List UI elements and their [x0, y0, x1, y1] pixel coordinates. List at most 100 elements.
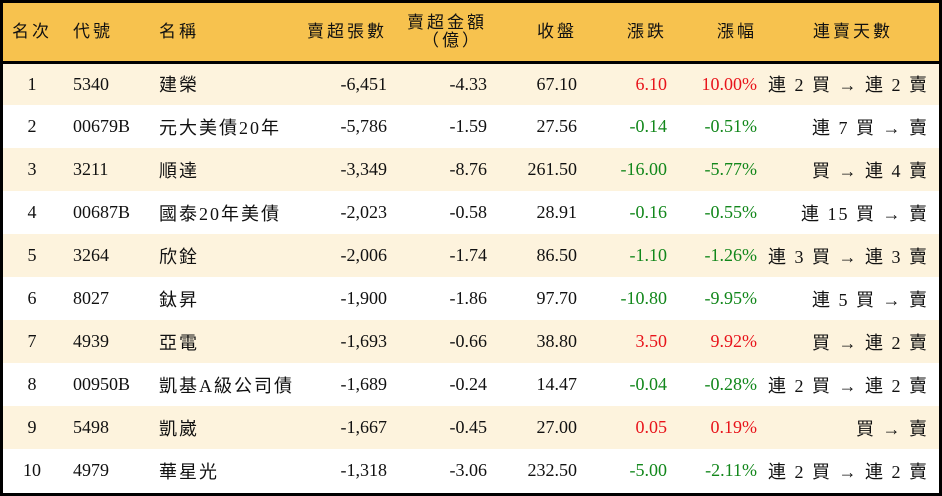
change-pct-cell: 10.00%: [701, 73, 758, 94]
stock-name-cell: 亞電: [159, 332, 199, 353]
net-sell-lots-cell: -1,318: [340, 460, 388, 480]
change-pct-cell: -0.51%: [704, 116, 758, 136]
net-sell-amount-cell: -8.76: [449, 159, 488, 179]
price-change-cell: 0.05: [635, 417, 668, 437]
streak-cell: 連 2 買 → 連 2 賣: [768, 375, 929, 396]
net-sell-lots-cell: -1,900: [340, 288, 388, 308]
close-price-cell: 86.50: [536, 245, 578, 265]
change-pct-cell: -0.55%: [704, 202, 758, 222]
table-row: 2 00679B 元大美債20年 -5,786 -1.59 27.56 -0.14 -0.51…: [3, 105, 939, 148]
stock-name-cell: 鈦昇: [159, 289, 199, 310]
header-streak: 連賣天數: [813, 21, 893, 41]
stock-code-cell: 4939: [73, 331, 109, 351]
table-row: 9 5498 凱崴 -1,667 -0.45 27.00 0.05 0.19% 買 → 賣: [3, 406, 939, 449]
rank-cell: 8: [27, 374, 37, 394]
close-price-cell: 67.10: [536, 73, 578, 94]
header-rank: 名次: [12, 21, 52, 41]
change-pct-cell: 9.92%: [710, 331, 758, 351]
stock-code-cell: 5498: [73, 417, 109, 437]
stock-code-cell: 3264: [73, 245, 109, 265]
header-change: 漲跌: [627, 21, 667, 41]
streak-cell: 買 → 賣: [856, 418, 929, 439]
header-code: 代號: [73, 21, 113, 41]
net-sell-amount-cell: -1.74: [449, 245, 488, 265]
stock-code-cell: 00679B: [73, 116, 131, 136]
price-change-cell: -5.00: [629, 460, 668, 480]
stock-code-cell: 00950B: [73, 374, 131, 394]
stock-name-cell: 順達: [159, 160, 199, 181]
net-sell-amount-cell: -1.86: [449, 288, 488, 308]
stock-name-cell: 凱基A級公司債: [159, 375, 294, 396]
price-change-cell: -0.14: [629, 116, 668, 136]
rank-cell: 9: [27, 417, 37, 437]
net-sell-amount-cell: -0.24: [449, 374, 488, 394]
table-row: 8 00950B 凱基A級公司債 -1,689 -0.24 14.47 -0.04 -0.28…: [3, 363, 939, 406]
table-row: 7 4939 亞電 -1,693 -0.66 38.80 3.50 9.92% 買 → 連 2 …: [3, 320, 939, 363]
net-sell-amount-cell: -4.33: [449, 73, 488, 94]
price-change-cell: -10.80: [620, 288, 668, 308]
streak-cell: 連 15 買 → 賣: [801, 203, 929, 224]
table-row: 10 4979 華星光 -1,318 -3.06 232.50 -5.00 -2.11% 連 2…: [3, 449, 939, 492]
table-row: 4 00687B 國泰20年美債 -2,023 -0.58 28.91 -0.16 -0.55…: [3, 191, 939, 234]
change-pct-cell: -9.95%: [704, 288, 758, 308]
stock-name-cell: 元大美債20年: [159, 117, 281, 138]
price-change-cell: -0.04: [629, 374, 668, 394]
streak-cell: 買 → 連 2 賣: [812, 332, 929, 353]
table-header-row: 名次 代號 名稱 賣超張數 賣超金額 （億） 收盤 漲跌 漲幅 連賣天數: [3, 3, 939, 62]
table-row: 1 5340 建榮 -6,451 -4.33 67.10 6.10 10.00% 連 2 買 →…: [3, 62, 939, 105]
rank-cell: 10: [23, 460, 41, 480]
table-row: 6 8027 鈦昇 -1,900 -1.86 97.70 -10.80 -9.95% 連 5 買…: [3, 277, 939, 320]
change-pct-cell: -2.11%: [705, 460, 757, 480]
stock-code-cell: 4979: [73, 460, 109, 480]
price-change-cell: -1.10: [629, 245, 668, 265]
net-sell-lots-cell: -1,667: [340, 417, 388, 437]
streak-cell: 連 2 買 → 連 2 賣: [768, 75, 929, 96]
close-price-cell: 97.70: [536, 288, 578, 308]
rank-cell: 1: [27, 73, 37, 94]
streak-cell: 買 → 連 4 賣: [812, 160, 929, 181]
price-change-cell: -16.00: [620, 159, 668, 179]
stock-name-cell: 欣銓: [159, 246, 199, 267]
rank-cell: 6: [27, 288, 37, 308]
net-sell-ranking-table: 名次 代號 名稱 賣超張數 賣超金額 （億） 收盤 漲跌 漲幅 連賣天數 1 53…: [3, 3, 939, 492]
stock-name-cell: 凱崴: [159, 418, 199, 439]
close-price-cell: 28.91: [536, 202, 578, 222]
net-sell-amount-cell: -3.06: [449, 460, 488, 480]
streak-cell: 連 2 買 → 連 2 賣: [768, 461, 929, 482]
rank-cell: 2: [27, 116, 37, 136]
close-price-cell: 232.50: [527, 460, 578, 480]
price-change-cell: -0.16: [629, 202, 668, 222]
header-net-sell-amount: 賣超金額 （億）: [397, 3, 497, 62]
streak-cell: 連 3 買 → 連 3 賣: [768, 246, 929, 267]
net-sell-lots-cell: -1,693: [340, 331, 388, 351]
header-net-sell-amount-line1: 賣超金額: [407, 12, 487, 32]
stock-name-cell: 國泰20年美債: [159, 203, 281, 224]
change-pct-cell: -1.26%: [704, 245, 758, 265]
net-sell-amount-cell: -0.66: [449, 331, 488, 351]
net-sell-amount-cell: -0.58: [449, 202, 488, 222]
header-name: 名稱: [159, 21, 199, 41]
close-price-cell: 27.56: [536, 116, 578, 136]
header-net-sell-amount-line2: （億）: [422, 30, 482, 50]
stock-code-cell: 5340: [73, 73, 109, 94]
header-close: 收盤: [537, 21, 577, 41]
stock-code-cell: 8027: [73, 288, 109, 308]
rank-cell: 3: [27, 159, 37, 179]
net-sell-lots-cell: -6,451: [340, 73, 388, 94]
close-price-cell: 261.50: [527, 159, 578, 179]
net-sell-lots-cell: -1,689: [340, 374, 388, 394]
net-sell-lots-cell: -3,349: [340, 159, 388, 179]
rank-cell: 5: [27, 245, 37, 265]
rank-cell: 4: [27, 202, 37, 222]
net-sell-lots-cell: -5,786: [340, 116, 388, 136]
header-net-sell-lots: 賣超張數: [307, 21, 387, 41]
net-sell-amount-cell: -0.45: [449, 417, 488, 437]
stock-name-cell: 華星光: [159, 461, 219, 482]
streak-cell: 連 5 買 → 賣: [812, 289, 929, 310]
close-price-cell: 38.80: [536, 331, 578, 351]
streak-cell: 連 7 買 → 賣: [812, 117, 929, 138]
price-change-cell: 6.10: [635, 73, 668, 94]
stock-code-cell: 3211: [73, 159, 109, 179]
change-pct-cell: 0.19%: [710, 417, 758, 437]
